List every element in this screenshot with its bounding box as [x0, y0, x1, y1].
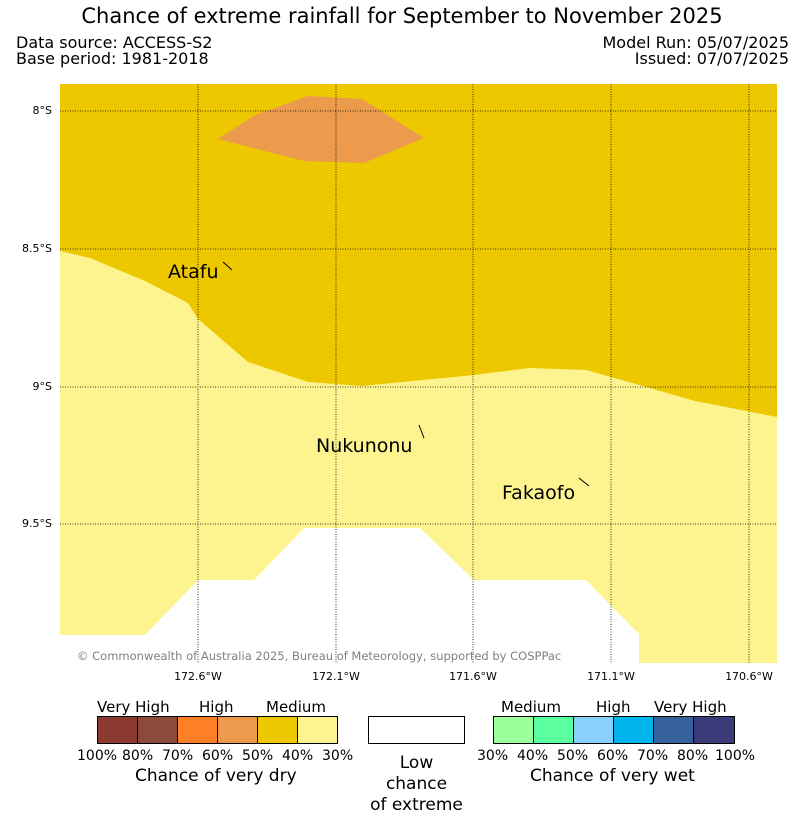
copyright-notice: © Commonwealth of Australia 2025, Bureau… — [77, 649, 562, 663]
dry-category-very-high: Very High — [97, 698, 170, 716]
dry-tick: 80% — [122, 748, 154, 764]
lat-label: 9°S — [32, 380, 52, 393]
dry-tick: 70% — [162, 748, 194, 764]
dry-tick: 60% — [202, 748, 234, 764]
region-low-chance — [60, 528, 639, 663]
lon-label: 170.6°W — [725, 670, 773, 683]
dry-legend-caption: Chance of very dry — [135, 766, 297, 786]
gridlines — [60, 84, 777, 663]
wet-tick: 40% — [517, 748, 549, 764]
issued-date: Issued: 07/07/2025 — [634, 49, 789, 68]
dry-tick: 100% — [77, 748, 118, 764]
wet-tick: 70% — [637, 748, 669, 764]
wet-swatch-60-70 — [613, 716, 654, 744]
dry-category-high: High — [199, 698, 234, 716]
region-high-dry — [218, 96, 424, 163]
wet-swatch-50-60 — [573, 716, 614, 744]
wet-tick: 60% — [597, 748, 629, 764]
region-medium-dry-low — [60, 251, 777, 663]
dry-tick: 50% — [242, 748, 274, 764]
rainfall-map — [60, 84, 777, 663]
metadata-right: Model Run: 05/07/2025 Issued: 07/07/2025 — [603, 35, 790, 67]
metadata-left: Data source: ACCESS-S2 Base period: 1981… — [16, 35, 212, 67]
place-label-nukunonu: Nukunonu — [316, 435, 413, 457]
lon-label: 171.6°W — [449, 670, 497, 683]
low-chance-line1: Low chance — [385, 753, 448, 794]
island-marks — [222, 261, 590, 487]
low-chance-line2: of extreme — [370, 795, 463, 815]
lon-label: 172.6°W — [174, 670, 222, 683]
dry-swatch-60-50 — [217, 716, 258, 744]
dry-swatch-40-30 — [297, 716, 338, 744]
dry-swatch-50-40 — [257, 716, 298, 744]
low-chance-swatch — [368, 716, 465, 744]
wet-swatch-40-50 — [533, 716, 574, 744]
wet-legend-caption: Chance of very wet — [530, 766, 695, 786]
base-period: Base period: 1981-2018 — [16, 49, 209, 68]
dry-tick: 30% — [322, 748, 354, 764]
dry-swatch-100-80 — [97, 716, 138, 744]
wet-category-medium: Medium — [501, 698, 561, 716]
map-title: Chance of extreme rainfall for September… — [81, 4, 723, 28]
wet-tick: 80% — [677, 748, 709, 764]
data-source: Data source: ACCESS-S2 — [16, 33, 213, 52]
lat-label: 9.5°S — [22, 517, 52, 530]
place-label-fakaofo: Fakaofo — [502, 482, 576, 504]
lat-label: 8°S — [32, 104, 52, 117]
dry-swatch-70-60 — [177, 716, 218, 744]
place-label-atafu: Atafu — [168, 261, 219, 283]
wet-category-very-high: Very High — [654, 698, 727, 716]
lon-label: 172.1°W — [312, 670, 360, 683]
wet-tick: 50% — [557, 748, 589, 764]
lon-label: 171.1°W — [587, 670, 635, 683]
wet-swatch-80-100 — [693, 716, 735, 744]
wet-swatch-70-80 — [653, 716, 694, 744]
wet-tick: 100% — [715, 748, 756, 764]
model-run: Model Run: 05/07/2025 — [602, 33, 790, 52]
lat-label: 8.5°S — [22, 242, 52, 255]
wet-swatch-30-40 — [493, 716, 534, 744]
dry-swatch-80-70 — [137, 716, 178, 744]
dry-category-medium: Medium — [266, 698, 326, 716]
low-chance-label: Low chance of extreme — [368, 753, 465, 816]
dry-tick: 40% — [282, 748, 314, 764]
wet-category-high: High — [596, 698, 631, 716]
wet-tick: 30% — [477, 748, 509, 764]
